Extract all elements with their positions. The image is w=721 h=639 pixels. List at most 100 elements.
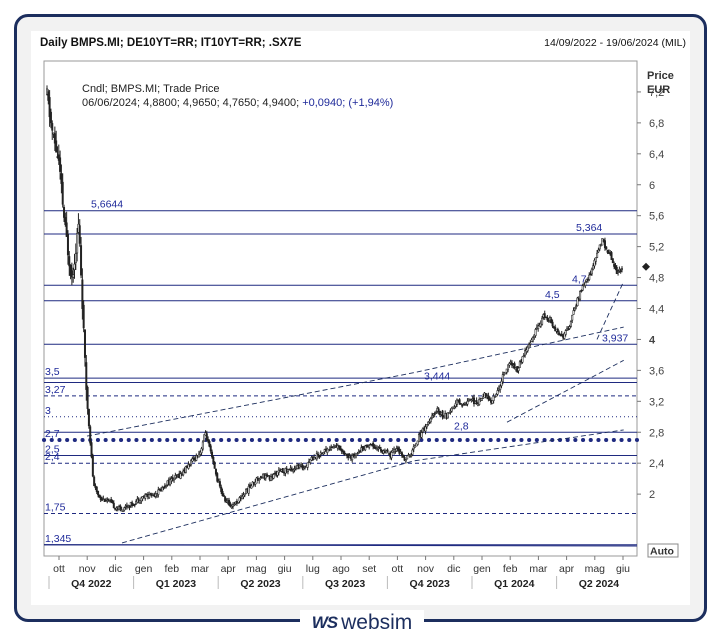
x-month-label: nov <box>79 563 97 575</box>
candle-body <box>526 346 529 352</box>
y-tick-label: 2,8 <box>649 427 664 439</box>
trend-line[interactable] <box>121 429 624 544</box>
candle-body <box>543 313 546 318</box>
candle-body <box>402 454 405 458</box>
candle-body <box>63 207 66 218</box>
last-value-marker <box>642 262 650 271</box>
candle-body <box>550 318 553 324</box>
candle-body <box>467 400 470 402</box>
candle-body <box>93 476 96 486</box>
trend-line[interactable] <box>506 359 624 423</box>
x-quarter-label: Q1 2023 <box>156 578 196 590</box>
candle-body <box>386 449 389 453</box>
candle-body <box>258 478 261 481</box>
candle-body <box>437 408 440 412</box>
candle-body <box>237 502 240 504</box>
candle-body <box>161 487 164 492</box>
candle-body <box>508 363 511 366</box>
y-tick-label: 5,2 <box>649 242 664 254</box>
candle-body <box>605 246 608 250</box>
candle-body <box>499 385 502 390</box>
x-month-label: gen <box>135 563 153 575</box>
candle-body <box>556 328 559 333</box>
candle-body <box>484 393 487 396</box>
candle-body <box>597 249 600 253</box>
candle-body <box>496 390 499 395</box>
candle-body <box>315 453 318 460</box>
candle-body <box>112 502 115 508</box>
candle-body <box>68 256 71 267</box>
candle-body <box>140 497 143 502</box>
candle-body <box>403 456 406 461</box>
date-range: 14/09/2022 - 19/06/2024 (MIL) <box>544 37 686 49</box>
candle-body <box>596 252 599 258</box>
x-month-label: ott <box>53 563 65 575</box>
candle-body <box>110 499 113 503</box>
x-quarter-label: Q4 2022 <box>71 578 111 590</box>
candle-body <box>203 434 206 442</box>
candle-body <box>593 259 596 267</box>
candle-body <box>256 477 259 480</box>
candle-body <box>48 97 51 118</box>
candle-body <box>224 496 227 502</box>
auto-scale-button[interactable] <box>647 543 679 558</box>
candle-body <box>454 403 457 407</box>
candle-body <box>590 268 593 275</box>
y-tick-label: 7,2 <box>649 87 664 99</box>
candle-body <box>368 445 371 448</box>
x-month-label: feb <box>164 563 179 575</box>
candle-body <box>111 501 114 503</box>
candle-body <box>133 503 136 506</box>
candle-body <box>364 445 367 451</box>
candle-body <box>59 157 62 172</box>
y-tick-label: 6,8 <box>649 118 664 130</box>
candle-body <box>162 486 165 489</box>
candle-body <box>214 468 217 475</box>
candle-body <box>592 265 595 270</box>
candle-body <box>528 344 531 349</box>
x-quarter-label: Q1 2024 <box>494 578 534 590</box>
candle-body <box>72 274 75 278</box>
candle-body <box>356 453 359 455</box>
candle-body <box>281 467 284 473</box>
candle-body <box>564 330 567 335</box>
x-quarter-label: Q4 2023 <box>410 578 450 590</box>
candle-body <box>60 173 63 184</box>
x-month-label: mag <box>246 563 267 575</box>
x-month-label: nov <box>417 563 435 575</box>
candle-body <box>567 328 570 331</box>
candle-body <box>76 233 79 254</box>
candle-body <box>119 505 122 510</box>
candle-body <box>179 473 182 479</box>
x-month-label: ott <box>392 563 404 575</box>
support-line[interactable] <box>43 544 638 547</box>
candle-body <box>80 245 83 276</box>
candle-body <box>317 453 320 456</box>
candle-body <box>199 451 202 455</box>
candle-body <box>131 502 134 506</box>
x-month-label: mar <box>191 563 210 575</box>
candle-body <box>475 400 478 405</box>
candle-body <box>157 489 160 495</box>
candle-body <box>205 433 208 440</box>
candle-body <box>207 439 210 442</box>
candle-body <box>289 467 292 470</box>
price-chart[interactable]: 5,6644 5,364 4,7 4,5 3,937 3,5 3,444 3,27 3 2,8 2,… <box>31 31 690 605</box>
candle-body <box>416 440 419 445</box>
candle-body <box>61 181 64 205</box>
trend-line[interactable] <box>86 326 624 437</box>
candle-body <box>470 399 473 401</box>
x-month-label: apr <box>221 563 237 575</box>
candle-body <box>579 291 582 300</box>
candle-body <box>390 452 393 459</box>
y-tick-label: 6,4 <box>649 149 664 161</box>
candle-body <box>450 407 453 412</box>
candle-body <box>169 479 172 486</box>
level-label: 5,364 <box>576 222 602 234</box>
candle-body <box>441 410 444 418</box>
trend-line[interactable] <box>596 281 625 340</box>
candle-body <box>97 490 100 496</box>
websim-logo: WS websim <box>300 610 424 636</box>
candle-body <box>70 270 73 278</box>
candle-body <box>264 475 267 479</box>
